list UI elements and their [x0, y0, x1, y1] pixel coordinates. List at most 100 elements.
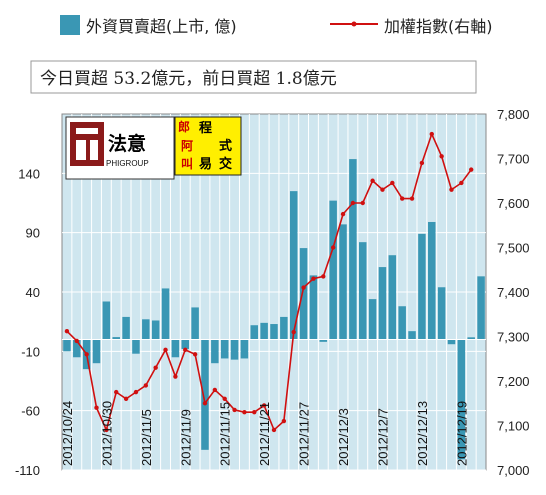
- program-logo-char-3: 易: [199, 157, 212, 172]
- x-tick-label: 2012/12/7: [375, 408, 390, 466]
- x-tick-label: 2012/11/21: [257, 402, 272, 466]
- x-axis: 2012/10/24 2012/10/30 2012/11/5 2012/11/9 20…: [60, 401, 469, 466]
- index-point: [192, 352, 198, 357]
- bar: [329, 200, 337, 340]
- right-tick-label: 7,300: [497, 330, 530, 345]
- index-point: [212, 387, 218, 393]
- index-point: [380, 187, 385, 192]
- bar: [378, 267, 387, 340]
- right-tick-label: 7,600: [497, 196, 530, 211]
- legend-bar-label: 外資買賣超(上市, 億): [86, 17, 237, 36]
- right-tick-label: 7,800: [497, 107, 530, 122]
- bar: [457, 339, 466, 460]
- left-tick-label: -10: [21, 344, 40, 359]
- bar: [339, 224, 347, 340]
- phigroup-logo-text: 法意: [108, 132, 146, 155]
- bar: [447, 339, 456, 345]
- program-logo-char-4: 交: [219, 156, 232, 172]
- right-tick-label: 7,500: [497, 241, 530, 256]
- bar: [230, 339, 239, 360]
- index-point: [64, 328, 70, 334]
- bar: [309, 275, 318, 340]
- index-point: [202, 401, 208, 406]
- line-series: [64, 131, 474, 433]
- bar: [220, 339, 229, 359]
- left-axis: -110 -60 -10 40 90 140: [15, 166, 40, 478]
- index-point: [261, 403, 267, 408]
- bar: [358, 242, 367, 340]
- legend-bar-swatch: [60, 15, 80, 35]
- left-tick-label: 40: [26, 285, 40, 300]
- x-tick-label: 2012/10/30: [99, 401, 114, 466]
- left-tick-label: -110: [15, 463, 40, 478]
- bar: [191, 307, 199, 340]
- bar: [299, 248, 308, 340]
- index-point: [94, 405, 99, 410]
- bar: [211, 339, 219, 364]
- index-point: [183, 347, 188, 353]
- x-tick-label: 2012/11/5: [139, 409, 154, 466]
- bar: [112, 337, 120, 340]
- bar: [467, 337, 475, 340]
- legend-line-marker: [351, 21, 357, 27]
- index-point: [143, 383, 149, 388]
- bar: [368, 299, 377, 340]
- index-point: [459, 180, 464, 186]
- index-point: [114, 389, 119, 395]
- index-point: [399, 196, 405, 201]
- right-tick-label: 7,000: [497, 463, 530, 478]
- index-point: [84, 352, 89, 357]
- index-point: [222, 396, 227, 401]
- index-point: [301, 285, 306, 290]
- index-point: [370, 178, 375, 183]
- left-tick-label: 90: [26, 226, 40, 241]
- phigroup-logo-sub: PHIGROUP: [106, 159, 149, 168]
- index-point: [153, 365, 158, 370]
- index-point: [469, 167, 474, 172]
- x-tick-label: 2012/11/27: [297, 402, 312, 466]
- x-tick-label: 2012/12/3: [336, 408, 351, 466]
- bar: [122, 316, 130, 340]
- right-tick-label: 7,200: [497, 374, 530, 389]
- bar: [260, 322, 268, 340]
- bar: [63, 339, 71, 352]
- bar: [181, 339, 190, 349]
- index-point: [173, 374, 178, 379]
- left-tick-label: 140: [18, 166, 40, 181]
- bar-series: [63, 159, 485, 460]
- index-point: [133, 389, 139, 395]
- index-point: [419, 160, 425, 166]
- index-point: [74, 338, 79, 344]
- program-logo-red-1: 阿: [181, 139, 193, 153]
- bar: [477, 276, 485, 340]
- right-tick-label: 7,700: [497, 152, 530, 167]
- index-point: [409, 196, 415, 201]
- bar: [161, 288, 170, 340]
- index-point: [439, 154, 444, 159]
- bar: [398, 306, 406, 340]
- bar: [102, 301, 111, 340]
- bar: [92, 339, 101, 364]
- program-logo-char-1: 程: [199, 121, 212, 136]
- bar: [428, 221, 436, 340]
- x-tick-label: 2012/12/13: [415, 401, 430, 466]
- index-point: [281, 418, 287, 424]
- bar: [437, 287, 446, 340]
- bar: [151, 320, 160, 340]
- index-point: [104, 427, 109, 433]
- bar: [280, 316, 288, 340]
- bar: [171, 339, 180, 358]
- bar: [201, 339, 209, 450]
- bar: [132, 339, 140, 354]
- right-tick-label: 7,400: [497, 285, 530, 300]
- phigroup-logo: 法意 PHIGROUP: [65, 116, 175, 180]
- program-logo-red-2: 叫: [181, 156, 193, 171]
- index-point: [449, 187, 454, 192]
- index-point: [360, 200, 365, 206]
- bar: [270, 324, 278, 340]
- bar: [408, 331, 416, 340]
- index-point: [252, 409, 257, 415]
- index-point: [429, 131, 434, 137]
- bar: [319, 339, 328, 342]
- x-tick-label: 2012/11/9: [178, 409, 193, 466]
